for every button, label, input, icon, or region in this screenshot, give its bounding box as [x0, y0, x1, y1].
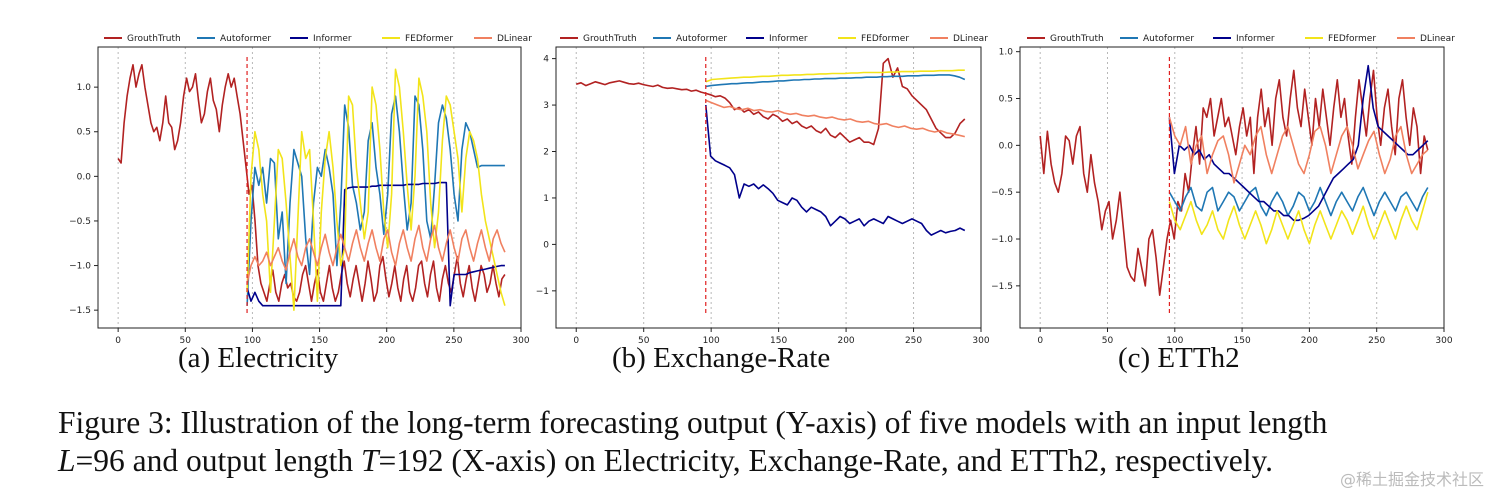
legend-label-grouthtruth-b: GrouthTruth — [583, 34, 637, 44]
legend-label-fedformer-a: FEDformer — [405, 34, 453, 44]
x-tick-label-b: 200 — [837, 336, 854, 346]
y-tick-label-a: −0.5 — [69, 217, 91, 227]
x-tick-label-c: 50 — [1102, 336, 1114, 346]
subcaption-a: (a) Electricity — [178, 342, 339, 374]
caption-line-2: L=96 and output length T=192 (X-axis) on… — [58, 442, 1478, 480]
series-dlinear-c — [1168, 117, 1429, 184]
axes-frame-c — [1019, 46, 1445, 329]
caption-text-2b: =192 (X-axis) on Electricity, Exchange-R… — [378, 443, 1274, 478]
caption-var-t: T — [361, 443, 379, 478]
legend-label-autoformer-a: Autoformer — [220, 34, 271, 44]
watermark-text: @稀土掘金技术社区 — [1340, 470, 1485, 489]
subcaption-c: (c) ETTh2 — [1118, 342, 1240, 374]
series-grouthtruth-a — [117, 64, 506, 303]
axes-frame-a — [97, 46, 522, 329]
legend-label-fedformer-b: FEDformer — [861, 34, 909, 44]
series-fedformer-a — [246, 68, 506, 312]
x-tick-label-c: 300 — [1435, 336, 1452, 346]
charts-canvas: 0 50 100 150 200 250 300−1.5−1.0−0.50.00.51.0G… — [69, 34, 1455, 346]
y-tick-label-a: 0.5 — [77, 128, 91, 138]
x-tick-label-a: 300 — [512, 336, 529, 346]
series-informer-c — [1168, 64, 1429, 222]
y-tick-label-b: −1 — [536, 287, 549, 297]
legend-label-informer-b: Informer — [769, 34, 808, 44]
series-fedformer-c — [1168, 191, 1429, 245]
x-tick-label-a: 250 — [445, 336, 462, 346]
caption-label: Figure 3: — [58, 405, 173, 440]
series-autoformer-c — [1168, 186, 1429, 217]
legend-label-dlinear-c: DLinear — [1420, 34, 1455, 44]
legend-label-autoformer-b: Autoformer — [676, 34, 727, 44]
legend-label-fedformer-c: FEDformer — [1328, 34, 1376, 44]
x-tick-label-b: 0 — [573, 336, 579, 346]
legend-label-dlinear-a: DLinear — [497, 34, 532, 44]
series-grouthtruth-c — [1039, 69, 1429, 297]
x-tick-label-c: 0 — [1037, 336, 1043, 346]
x-tick-label-a: 50 — [180, 336, 192, 346]
caption-line-1: Figure 3: Illustration of the long-term … — [58, 404, 1478, 442]
y-tick-label-b: 3 — [543, 101, 549, 111]
x-tick-label-a: 150 — [311, 336, 328, 346]
legend-label-informer-c: Informer — [1236, 34, 1275, 44]
x-tick-label-b: 150 — [770, 336, 787, 346]
y-tick-label-a: −1.5 — [69, 306, 91, 316]
series-grouthtruth-b — [575, 57, 966, 146]
series-informer-a — [246, 181, 505, 307]
legend-label-autoformer-c: Autoformer — [1143, 34, 1194, 44]
y-tick-label-a: 0.0 — [77, 172, 92, 182]
series-dlinear-a — [246, 224, 506, 284]
y-tick-label-b: 1 — [543, 194, 549, 204]
x-tick-label-c: 100 — [1166, 336, 1183, 346]
series-dlinear-b — [705, 99, 965, 138]
y-tick-label-c: 0.5 — [999, 95, 1013, 105]
legend-label-informer-a: Informer — [313, 34, 352, 44]
series-fedformer-b — [705, 69, 965, 83]
series-informer-b — [705, 105, 966, 236]
x-tick-label-b: 100 — [703, 336, 720, 346]
legend-label-dlinear-b: DLinear — [953, 34, 988, 44]
x-tick-label-b: 250 — [905, 336, 922, 346]
legend-label-grouthtruth-c: GrouthTruth — [1050, 34, 1104, 44]
y-tick-label-b: 2 — [543, 148, 549, 158]
y-tick-label-b: 4 — [543, 55, 549, 65]
caption-text-1: Illustration of the long-term forecastin… — [180, 405, 1328, 440]
y-tick-label-c: −1.0 — [991, 235, 1013, 245]
y-tick-label-b: 0 — [543, 240, 549, 250]
y-tick-label-a: −1.0 — [69, 262, 91, 272]
y-tick-label-c: −0.5 — [991, 188, 1013, 198]
series-autoformer-b — [705, 74, 966, 88]
y-tick-label-c: −1.5 — [991, 282, 1013, 292]
x-tick-label-a: 0 — [115, 336, 121, 346]
x-tick-label-c: 250 — [1368, 336, 1385, 346]
x-tick-label-c: 200 — [1301, 336, 1318, 346]
caption-var-l: L — [58, 443, 76, 478]
figure-caption: Figure 3: Illustration of the long-term … — [58, 404, 1478, 480]
x-tick-label-b: 50 — [638, 336, 650, 346]
y-tick-label-c: 0.0 — [999, 141, 1014, 151]
y-tick-label-c: 1.0 — [999, 48, 1014, 58]
x-tick-label-a: 200 — [378, 336, 395, 346]
x-tick-label-c: 150 — [1234, 336, 1251, 346]
subcaption-b: (b) Exchange-Rate — [612, 342, 831, 374]
y-tick-label-a: 1.0 — [77, 83, 92, 93]
caption-text-2a: =96 and output length — [75, 443, 362, 478]
series-autoformer-a — [246, 95, 505, 306]
axes-frame-b — [555, 46, 982, 329]
legend-label-grouthtruth-a: GrouthTruth — [127, 34, 181, 44]
x-tick-label-b: 300 — [972, 336, 989, 346]
x-tick-label-a: 100 — [244, 336, 261, 346]
